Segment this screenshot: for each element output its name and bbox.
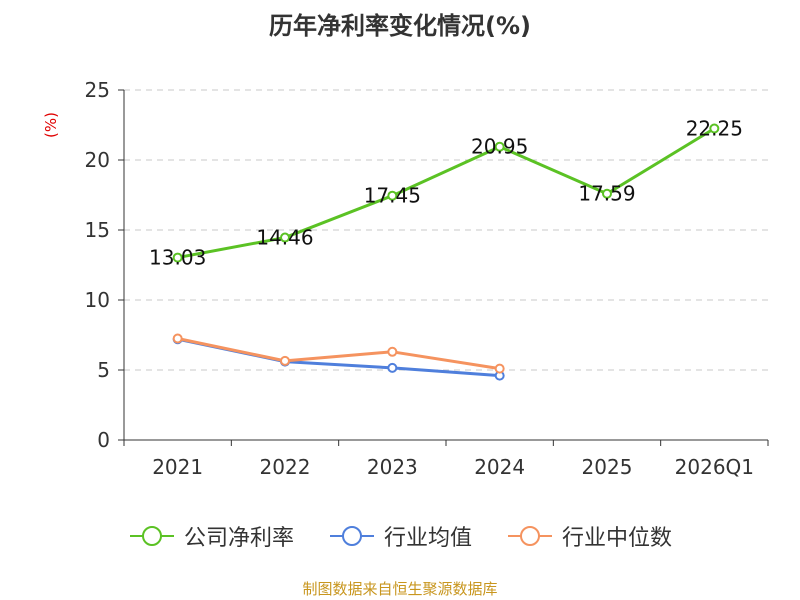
data-label: 13.03 <box>149 246 206 270</box>
legend-label: 行业中位数 <box>562 526 673 551</box>
data-point <box>387 362 398 373</box>
legend: 公司净利率 行业均值 行业中位数 <box>0 518 800 554</box>
x-tick-label: 2026Q1 <box>675 455 754 479</box>
data-label: 20.95 <box>471 135 528 159</box>
series-line <box>177 127 716 260</box>
data-label: 17.45 <box>364 184 421 208</box>
legend-item[interactable]: 行业中位数 <box>506 520 672 552</box>
series-line <box>177 337 500 371</box>
series-layer <box>172 123 720 381</box>
grid-layer <box>124 89 768 371</box>
y-tick-label: 0 <box>97 428 110 452</box>
legend-item[interactable]: 行业均值 <box>328 520 472 552</box>
x-tick-label: 2022 <box>260 455 311 479</box>
data-point <box>387 190 398 201</box>
data-label: 17.59 <box>578 182 635 206</box>
y-tick-label: 15 <box>85 218 110 242</box>
legend-swatch-marker <box>520 526 540 546</box>
data-label: 14.46 <box>256 226 313 250</box>
legend-label: 公司净利率 <box>183 526 294 551</box>
data-point <box>494 141 505 152</box>
x-tick-label: 2023 <box>367 455 418 479</box>
legend-swatch-icon <box>329 526 374 546</box>
legend-swatch-icon <box>129 526 174 546</box>
x-tick-label: 2021 <box>152 455 203 479</box>
y-tick-label: 10 <box>85 288 110 312</box>
data-point <box>172 252 183 263</box>
x-tick-label: 2024 <box>474 455 525 479</box>
data-point <box>602 188 612 199</box>
legend-label: 行业均值 <box>383 526 472 551</box>
data-label: 22.25 <box>686 117 743 141</box>
legend-swatch-icon <box>508 526 552 546</box>
data-point <box>280 355 290 366</box>
legend-swatch-marker <box>141 526 162 546</box>
data-point <box>280 232 290 243</box>
chart-title: 历年净利率变化情况(%) <box>269 12 531 40</box>
legend-item[interactable]: 公司净利率 <box>128 520 294 552</box>
data-point <box>172 333 183 344</box>
data-label-layer: 13.03 14.46 17.45 20.95 17.59 22.25 <box>149 117 743 270</box>
y-tick-label: 25 <box>85 78 110 102</box>
y-tick-label: 5 <box>97 358 110 382</box>
data-point <box>709 123 720 134</box>
data-point <box>387 346 398 357</box>
data-point <box>494 363 505 374</box>
x-tick-label: 2025 <box>582 455 633 479</box>
y-tick-label: 20 <box>85 148 110 172</box>
source-note: 制图数据来自恒生聚源数据库 <box>302 580 498 598</box>
legend-swatch-marker <box>341 526 362 546</box>
